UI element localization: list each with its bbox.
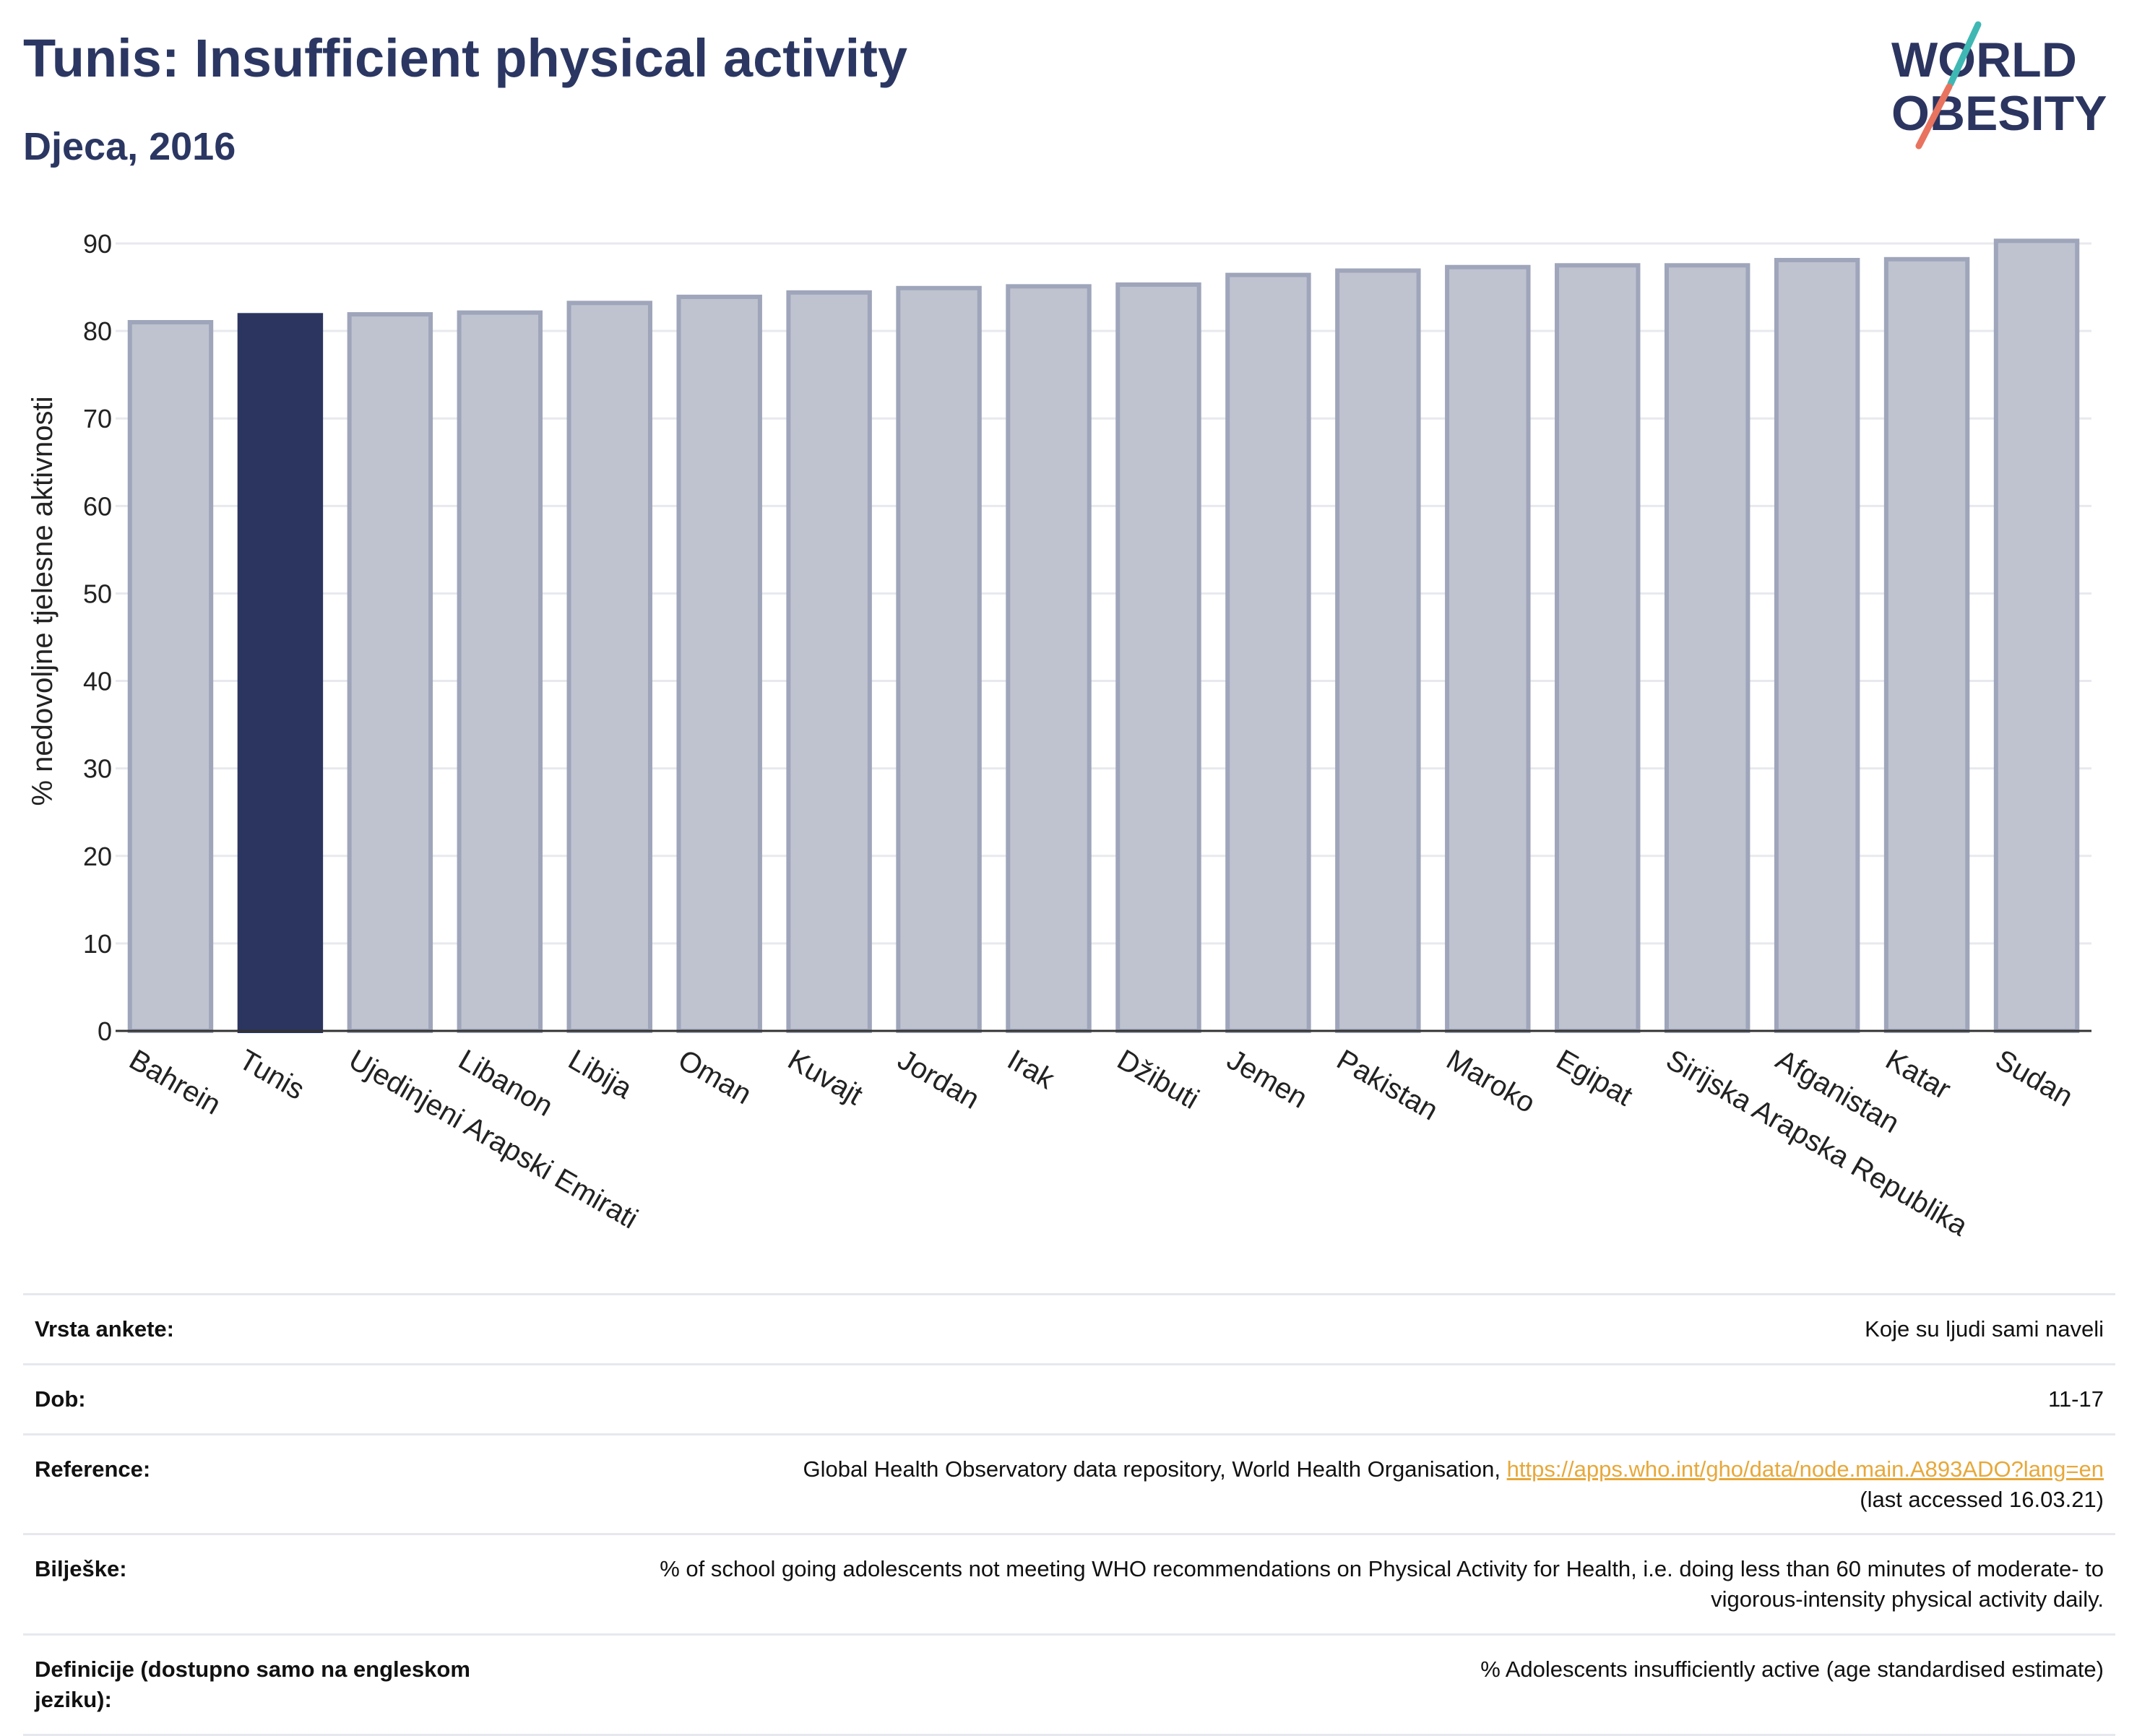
info-row-age: Dob: 11-17 <box>23 1363 2115 1435</box>
reference-text: Global Health Observatory data repositor… <box>803 1456 1507 1482</box>
world-obesity-logo: WORLD OBESITY <box>1891 21 2107 150</box>
y-tick-label: 10 <box>83 929 112 959</box>
x-tick-label: Kuvajt <box>782 1044 868 1112</box>
info-table: Vrsta ankete: Koje su ljudi sami naveli … <box>23 1293 2115 1736</box>
x-tick-label: Pakistan <box>1331 1044 1443 1127</box>
y-tick-label: 20 <box>83 842 112 871</box>
y-axis-label: % nedovoljne tjelesne aktivnosti <box>27 396 59 806</box>
y-tick-label: 50 <box>83 579 112 608</box>
chart-title: Tunis: Insufficient physical activity <box>23 28 907 88</box>
bar-maroko <box>1445 264 1531 1034</box>
info-row-notes: Bilješke: % of school going adolescents … <box>23 1533 2115 1635</box>
bar-chart: 0 10 20 30 40 50 60 70 80 90 % nedovoljne tjelesne… <box>27 229 2091 1243</box>
bar-libija <box>566 301 652 1034</box>
y-tick-label: 80 <box>83 316 112 346</box>
info-value: % of school going adolescents not meetin… <box>552 1533 2115 1635</box>
x-tick-label: Bahrein <box>124 1044 225 1121</box>
y-tick-label: 90 <box>83 229 112 259</box>
x-tick-label: Maroko <box>1441 1044 1541 1120</box>
y-tick-label: 40 <box>83 667 112 696</box>
bar-bahrein <box>127 320 214 1033</box>
info-label: Definicije (dostupno samo na engleskom j… <box>23 1633 552 1736</box>
x-tick-label: Tunis <box>233 1044 309 1106</box>
bar-irak <box>1006 284 1092 1033</box>
info-value: % Adolescents insufficiently active (age… <box>552 1633 2115 1736</box>
bar-libanon <box>457 310 543 1033</box>
bar-pakistan <box>1335 268 1421 1033</box>
x-tick-label: Jordan <box>892 1044 985 1115</box>
bar-tunis <box>237 313 324 1033</box>
bar-katar <box>1883 256 1970 1033</box>
info-row-survey-type: Vrsta ankete: Koje su ljudi sami naveli <box>23 1293 2115 1365</box>
y-tick-label: 0 <box>98 1016 112 1046</box>
info-value: Global Health Observatory data repositor… <box>552 1433 2115 1534</box>
bar-sudan <box>1993 238 2080 1033</box>
x-tick-label: Katar <box>1881 1044 1956 1106</box>
info-label: Reference: <box>23 1433 552 1534</box>
reference-link[interactable]: https://apps.who.int/gho/data/node.main.… <box>1506 1456 2104 1482</box>
x-tick-label: Jemen <box>1222 1044 1313 1115</box>
bar-sirijska-arapska-republika <box>1664 263 1750 1033</box>
info-row-reference: Reference: Global Health Observatory dat… <box>23 1433 2115 1534</box>
bar-ujedinjeni-arapski-emirati <box>347 312 433 1034</box>
bar-jordan <box>896 285 982 1033</box>
x-tick-label: Libija <box>563 1044 638 1105</box>
y-tick-label: 60 <box>83 491 112 521</box>
info-value: Koje su ljudi sami naveli <box>552 1293 2115 1365</box>
chart-subtitle: Djeca, 2016 <box>23 125 236 168</box>
x-tick-label: Džibuti <box>1112 1044 1204 1115</box>
bar-afganistan <box>1774 258 1860 1033</box>
x-tick-label: Oman <box>673 1044 756 1111</box>
x-tick-label: Irak <box>1002 1044 1061 1096</box>
info-label: Bilješke: <box>23 1533 552 1635</box>
info-label: Vrsta ankete: <box>23 1293 552 1365</box>
logo-slash-coral <box>1915 83 1953 150</box>
bar-oman <box>676 294 762 1033</box>
logo-slash-teal <box>1947 21 1982 87</box>
x-tick-label: Egipat <box>1551 1044 1638 1113</box>
y-tick-label: 30 <box>83 754 112 784</box>
bar-egipat <box>1555 263 1641 1033</box>
y-tick-label: 70 <box>83 404 112 433</box>
info-label: Dob: <box>23 1363 552 1435</box>
logo-word-world: WORLD <box>1891 33 2077 87</box>
reference-accessed: (last accessed 16.03.21) <box>1860 1486 2104 1512</box>
x-tick-label: Sudan <box>1990 1044 2078 1113</box>
info-value: 11-17 <box>552 1363 2115 1435</box>
bar-kuvajt <box>786 290 872 1034</box>
bar-jemen <box>1225 272 1311 1034</box>
bar-džibuti <box>1115 282 1201 1033</box>
info-row-definitions: Definicije (dostupno samo na engleskom j… <box>23 1633 2115 1736</box>
